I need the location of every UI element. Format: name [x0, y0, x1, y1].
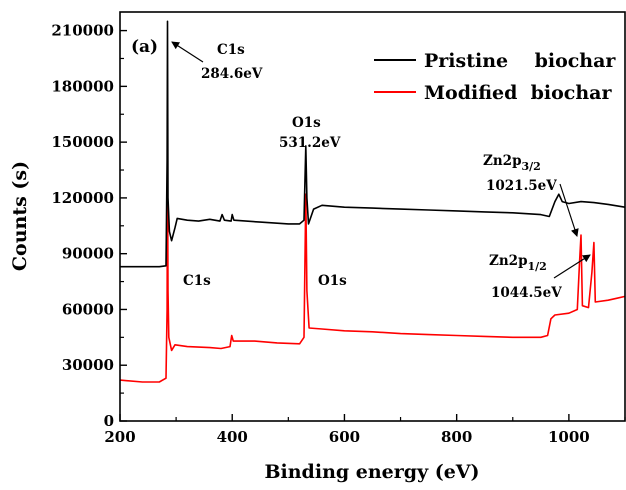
annotation-o1s-top: O1s	[292, 115, 321, 131]
y-tick-label: 120000	[51, 189, 114, 207]
series-line-modified	[119, 150, 626, 383]
y-tick-label: 0	[104, 412, 114, 430]
annotation-o1s-lower: O1s	[318, 273, 347, 289]
legend: Pristine biochar Modified biochar	[374, 50, 616, 104]
annotations: C1s 284.6eV O1s 531.2eV C1s O1s Zn2p3/2 …	[171, 41, 591, 301]
series-layer	[119, 20, 626, 383]
annotation-c1s-top: C1s	[217, 42, 245, 58]
annotation-arrow-zn2p32	[559, 183, 579, 237]
x-axis-title: Binding energy (eV)	[264, 461, 479, 483]
y-tick-label: 30000	[62, 356, 114, 374]
x-tick-label: 400	[217, 428, 248, 446]
y-tick-label: 210000	[51, 22, 114, 40]
y-tick-label: 60000	[62, 300, 114, 318]
legend-label-modified: Modified biochar	[424, 82, 612, 104]
annotation-c1s-lower: C1s	[183, 273, 211, 289]
annotation-zn2p32-main: Zn2p	[483, 153, 522, 169]
annotation-zn2p12-sub: 1/2	[528, 260, 547, 273]
annotation-o1s-energy: 531.2eV	[279, 135, 341, 151]
annotation-zn2p32-sub: 3/2	[522, 160, 541, 173]
annotation-zn2p12-energy: 1044.5eV	[491, 285, 562, 301]
y-tick-label: 150000	[51, 133, 114, 151]
y-tick-label: 90000	[62, 245, 114, 263]
annotation-arrow-c1s	[171, 41, 204, 63]
series-line-pristine	[120, 20, 626, 268]
annotation-zn2p12-main: Zn2p	[489, 253, 528, 269]
annotation-zn2p32: Zn2p3/2	[483, 153, 541, 173]
annotation-zn2p12: Zn2p1/2	[489, 253, 547, 273]
panel-label: (a)	[131, 37, 158, 57]
x-tick-label: 800	[441, 428, 472, 446]
x-tick-label: 600	[329, 428, 360, 446]
ticks-layer: 200 400 600 800 1000 0 30000 60000 90000 120000 15…	[51, 22, 626, 446]
annotation-zn2p32-energy: 1021.5eV	[486, 178, 557, 194]
y-axis-title: Counts (s)	[9, 161, 31, 271]
annotation-c1s-energy: 284.6eV	[201, 66, 263, 82]
y-tick-label: 180000	[51, 77, 114, 95]
plot-frame	[119, 11, 626, 422]
legend-label-pristine: Pristine biochar	[424, 50, 616, 72]
x-tick-label: 1000	[548, 428, 590, 446]
x-tick-label: 200	[104, 428, 135, 446]
annotation-arrow-zn2p12	[553, 254, 591, 279]
